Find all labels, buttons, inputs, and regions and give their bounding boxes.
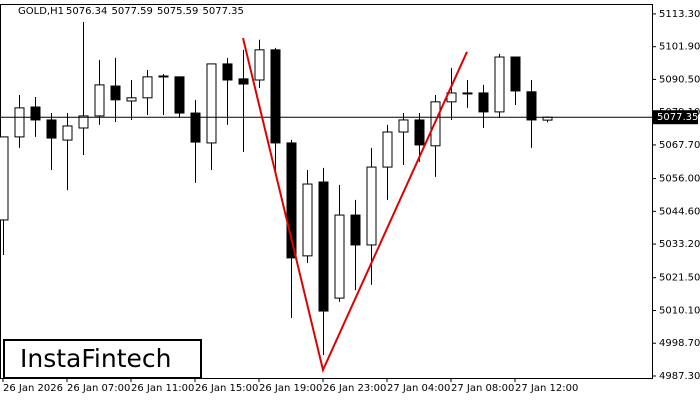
candle-body bbox=[46, 119, 57, 139]
current-price-box bbox=[652, 110, 698, 125]
candle-body bbox=[78, 115, 89, 129]
y-tick-label: 5044.60 bbox=[659, 206, 700, 217]
candle-body bbox=[62, 125, 73, 141]
candle-body bbox=[478, 92, 489, 113]
candle-body bbox=[142, 76, 153, 99]
candle-body bbox=[110, 85, 121, 101]
symbol: GOLD,H1 bbox=[18, 6, 64, 17]
x-tick-label: 26 Jan 15:00 bbox=[195, 383, 258, 394]
x-tick-label: 26 Jan 2026 bbox=[3, 383, 63, 394]
x-tick-label: 27 Jan 12:00 bbox=[515, 383, 578, 394]
candle-body bbox=[206, 63, 217, 144]
candle-body bbox=[222, 63, 233, 81]
candle-body bbox=[334, 214, 345, 299]
candle-body bbox=[462, 92, 473, 95]
x-tick-label: 26 Jan 07:00 bbox=[67, 383, 130, 394]
y-tick-label: 5113.30 bbox=[659, 9, 700, 20]
candle-body bbox=[14, 107, 25, 138]
candle-body bbox=[94, 84, 105, 117]
header-value: 5077.35 bbox=[203, 6, 244, 17]
y-tick-label: 5101.90 bbox=[659, 42, 700, 53]
x-tick-label: 27 Jan 04:00 bbox=[387, 383, 450, 394]
candle-body bbox=[174, 76, 185, 114]
x-tick-label: 27 Jan 08:00 bbox=[451, 383, 514, 394]
logo: InstaFintech bbox=[20, 344, 172, 373]
candle-body bbox=[382, 131, 393, 168]
candle-body bbox=[126, 97, 137, 102]
candle-body bbox=[510, 56, 521, 92]
y-tick-label: 5090.50 bbox=[659, 74, 700, 85]
y-tick-label: 5067.70 bbox=[659, 140, 700, 151]
candle-body bbox=[286, 142, 297, 259]
candle-body bbox=[238, 78, 249, 85]
y-tick-label: 5021.50 bbox=[659, 273, 700, 284]
candle-body bbox=[350, 214, 361, 246]
header-value: 5075.59 bbox=[157, 6, 198, 17]
x-tick-label: 26 Jan 11:00 bbox=[131, 383, 194, 394]
y-tick-label: 5010.10 bbox=[659, 305, 700, 316]
candle-body bbox=[526, 91, 537, 121]
candle-body bbox=[318, 181, 329, 312]
candle-body bbox=[0, 136, 9, 221]
y-tick-label: 4987.30 bbox=[659, 371, 700, 382]
candle-body bbox=[254, 49, 265, 81]
candle-body bbox=[398, 119, 409, 133]
y-tick-label: 4998.70 bbox=[659, 338, 700, 349]
candle-body bbox=[190, 112, 201, 143]
x-tick-label: 26 Jan 23:00 bbox=[323, 383, 386, 394]
y-tick-label: 5056.00 bbox=[659, 174, 700, 185]
candle-body bbox=[414, 119, 425, 146]
header-value: 5076.34 bbox=[66, 6, 107, 17]
candle-body bbox=[366, 166, 377, 246]
candle-body bbox=[270, 49, 281, 144]
candle-body bbox=[302, 183, 313, 257]
pattern-line bbox=[242, 37, 468, 374]
candle-body bbox=[158, 75, 169, 78]
candle-body bbox=[494, 56, 505, 113]
y-tick-label: 5033.20 bbox=[659, 239, 700, 250]
current-price-label: 5077.35 bbox=[657, 112, 698, 123]
logo-box bbox=[3, 339, 202, 379]
candle-body bbox=[30, 106, 41, 121]
header-value: 5077.59 bbox=[112, 6, 153, 17]
x-tick-label: 26 Jan 19:00 bbox=[259, 383, 322, 394]
